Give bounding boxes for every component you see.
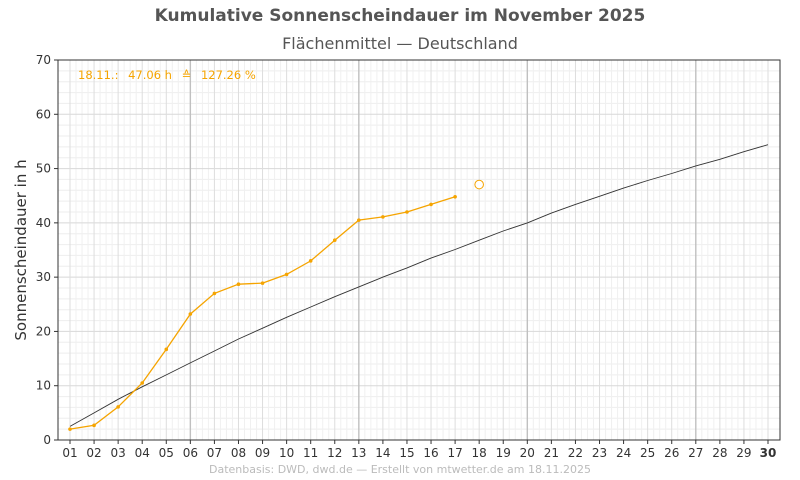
- y-axis: 0 10 20 30 40 50 60 70: [36, 53, 58, 447]
- plot-frame: [57, 59, 781, 441]
- x-tick-label: 21: [544, 446, 559, 460]
- x-tick-label: 29: [736, 446, 751, 460]
- series-point: [405, 210, 409, 214]
- x-tick-label: 09: [255, 446, 270, 460]
- y-tick-label: 20: [36, 324, 51, 338]
- x-tick-label: 05: [159, 446, 174, 460]
- x-tick-label: 14: [375, 446, 390, 460]
- annotation: 18.11.: 47.06 h ≙ 127.26 %: [78, 68, 256, 82]
- series-point: [381, 215, 385, 219]
- annotation-value: 47.06 h: [128, 68, 172, 82]
- x-tick-label: 27: [688, 446, 703, 460]
- x-tick-label: 01: [62, 446, 77, 460]
- series-point: [188, 312, 193, 316]
- x-tick-label: 08: [231, 446, 246, 460]
- series-point: [429, 202, 433, 207]
- x-tick-label: 11: [303, 446, 318, 460]
- x-tick-label: 28: [712, 446, 727, 460]
- x-tick-label: 18: [472, 446, 487, 460]
- series-point: [164, 347, 169, 352]
- x-tick-label: 06: [183, 446, 198, 460]
- y-tick-label: 30: [36, 270, 51, 284]
- chart-title: Kumulative Sonnenscheindauer im November…: [154, 6, 646, 26]
- x-tick-label: 12: [327, 446, 342, 460]
- current-value-marker: [474, 179, 484, 190]
- y-tick-label: 10: [36, 379, 51, 393]
- x-tick-label: 03: [110, 446, 125, 460]
- x-tick-label: 15: [399, 446, 414, 460]
- y-tick-label: 0: [43, 433, 51, 447]
- series-point: [212, 291, 217, 296]
- series-layer: [68, 144, 769, 431]
- series-point: [236, 282, 241, 287]
- x-tick-label: 13: [351, 446, 366, 460]
- x-tick-label: 19: [496, 446, 511, 460]
- x-tick-label: 04: [135, 446, 150, 460]
- footer-source: Datenbasis: DWD, dwd.de — Erstellt von m…: [208, 463, 591, 476]
- x-tick-label: 22: [568, 446, 583, 460]
- minor-grid: [58, 60, 780, 440]
- series-point: [260, 281, 265, 285]
- series-line-normal: [69, 144, 769, 427]
- series-point: [284, 272, 289, 277]
- series-point: [68, 427, 72, 431]
- x-tick-label: 23: [592, 446, 607, 460]
- x-tick-label: 30: [760, 446, 777, 460]
- x-tick-label: 07: [207, 446, 222, 460]
- x-tick-label: 16: [423, 446, 438, 460]
- x-tick-label: 20: [520, 446, 535, 460]
- x-tick-label: 26: [664, 446, 679, 460]
- series-point: [332, 238, 337, 243]
- series-point: [357, 218, 361, 222]
- y-tick-label: 50: [36, 162, 51, 176]
- x-tick-label: 10: [279, 446, 294, 460]
- y-axis-label: Sonnenscheindauer in h: [12, 159, 30, 340]
- y-tick-label: 60: [36, 107, 51, 121]
- series-point: [116, 405, 120, 409]
- series-point: [308, 259, 313, 263]
- annotation-symbol: ≙: [182, 68, 192, 82]
- x-tick-label: 02: [86, 446, 101, 460]
- y-tick-label: 40: [36, 216, 51, 230]
- annotation-percent: 127.26 %: [201, 68, 256, 82]
- annotation-date: 18.11.:: [78, 68, 118, 82]
- chart-subtitle: Flächenmittel — Deutschland: [282, 34, 518, 53]
- series-point: [92, 423, 96, 428]
- y-tick-label: 70: [36, 53, 51, 67]
- x-tick-label: 17: [447, 446, 462, 460]
- x-tick-label: 25: [640, 446, 655, 460]
- x-tick-label: 24: [616, 446, 631, 460]
- series-point: [140, 381, 145, 385]
- x-axis: 01 02 03 04 05 06 07 08 09 10 11 12 13 14 15 16 17 18 19 20…: [62, 440, 776, 460]
- series-point: [453, 195, 457, 199]
